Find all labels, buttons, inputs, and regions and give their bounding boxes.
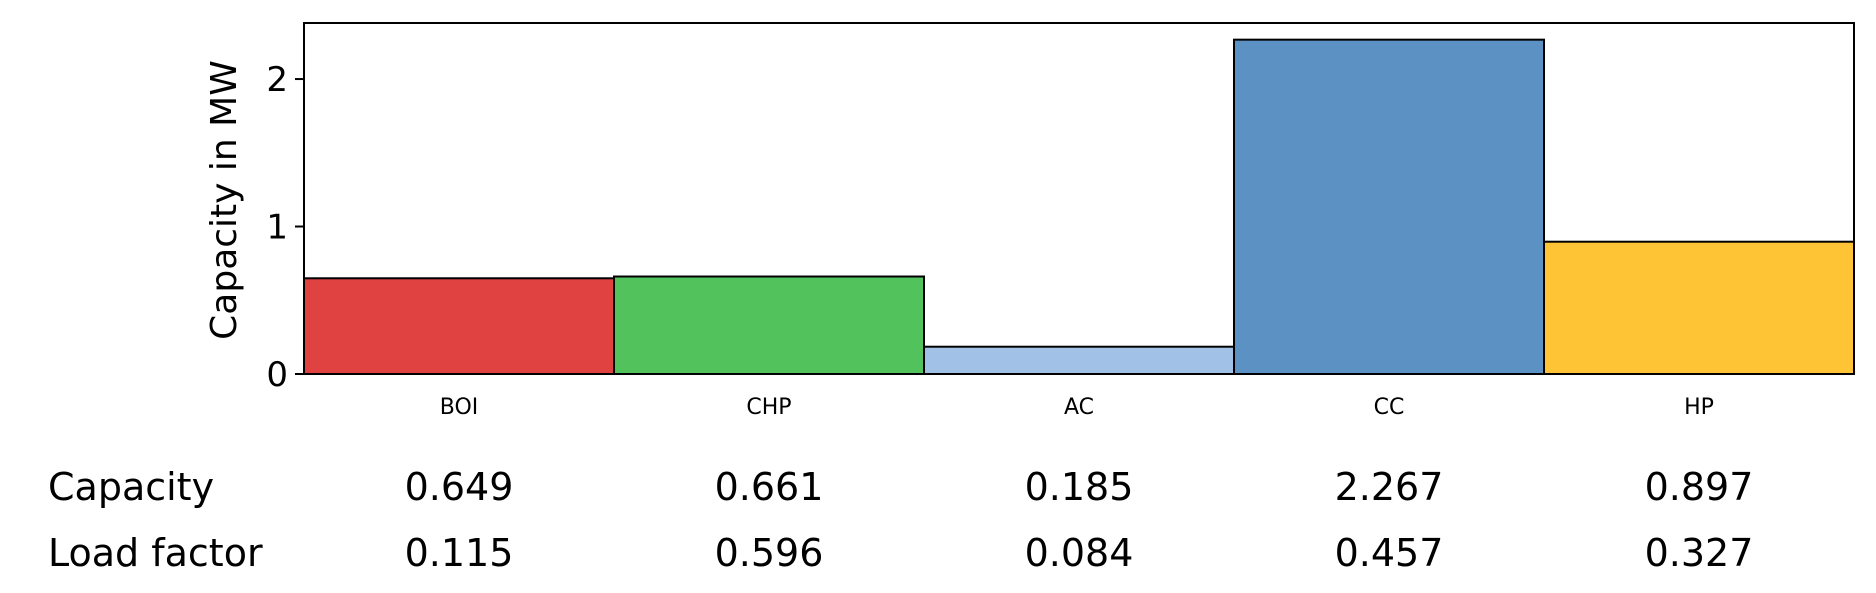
plot-frame	[303, 22, 1855, 375]
table-cell: 0.596	[715, 531, 824, 575]
table-row-label: Capacity	[48, 465, 214, 509]
table-cell: 0.661	[715, 465, 824, 509]
data-table: Capacity 0.649 0.661 0.185 2.267 0.897 Load fa…	[48, 465, 1753, 575]
bar-cc	[1233, 38, 1545, 375]
x-tick-label: CC	[1374, 395, 1405, 420]
y-axis: 0 1 2	[266, 60, 304, 395]
y-axis-title: Capacity in MW	[204, 60, 245, 340]
x-tick-label: BOI	[440, 395, 479, 420]
x-tick-label: HP	[1684, 395, 1714, 420]
bar-boi	[303, 277, 615, 375]
y-tick-label: 1	[266, 208, 288, 248]
table-cell: 0.649	[405, 465, 514, 509]
y-tick-label: 0	[266, 355, 288, 395]
x-tick-label: AC	[1064, 395, 1094, 420]
y-tick-label: 2	[266, 60, 288, 100]
x-axis: BOI CHP AC CC HP	[440, 395, 1714, 420]
table-row-label: Load factor	[48, 531, 263, 575]
table-cell: 0.897	[1645, 465, 1754, 509]
table-cell: 2.267	[1335, 465, 1444, 509]
table-cell: 0.084	[1025, 531, 1134, 575]
bar-ac	[923, 345, 1235, 376]
bar-chp	[613, 275, 925, 375]
bars-group	[303, 38, 1855, 376]
table-cell: 0.185	[1025, 465, 1134, 509]
x-tick-label: CHP	[746, 395, 791, 420]
bar-hp	[1543, 240, 1855, 375]
table-cell: 0.115	[405, 531, 514, 575]
table-cell: 0.327	[1645, 531, 1754, 575]
table-cell: 0.457	[1335, 531, 1444, 575]
